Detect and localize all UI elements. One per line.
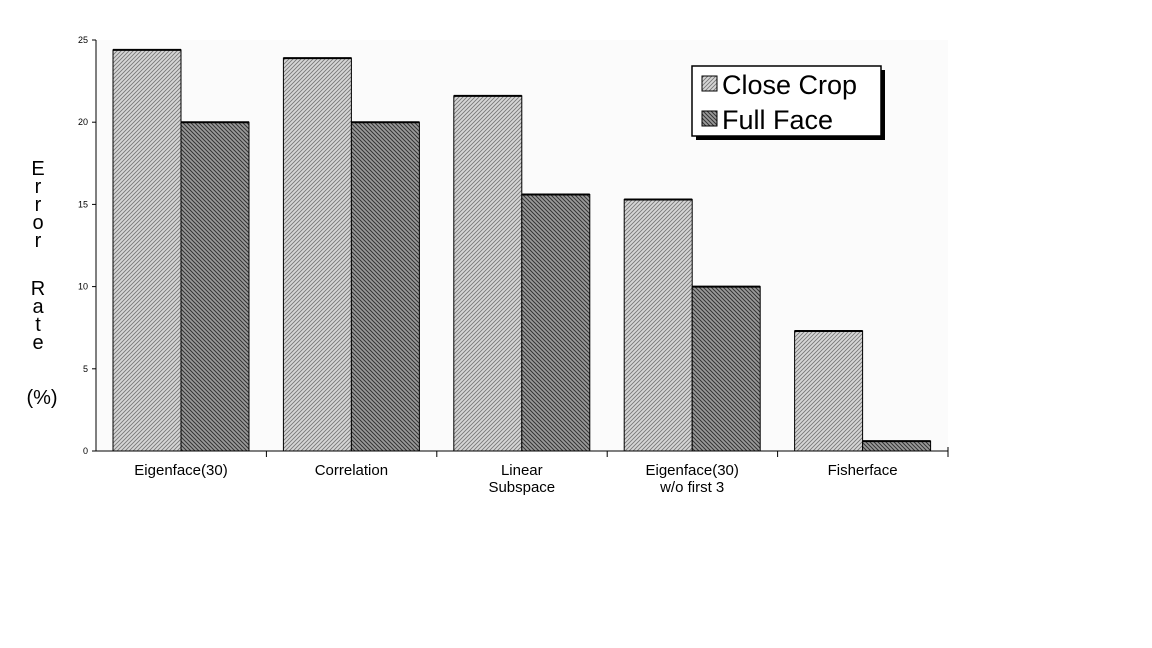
y-label-letter: a: [32, 296, 44, 318]
bar-close-crop-0: [112, 49, 182, 452]
y-label-letter: R: [31, 278, 45, 300]
y-label-unit: (%): [26, 387, 57, 409]
bar-full-face-4: [862, 440, 932, 452]
bar-close-crop-3: [623, 198, 693, 452]
y-label-letter: t: [35, 314, 41, 336]
y-label-letter: E: [31, 158, 44, 180]
y-tick-label: 0: [83, 446, 88, 456]
x-ticks-group: [265, 447, 949, 457]
x-category-label: w/o first 3: [659, 479, 724, 496]
y-label-letter: r: [35, 176, 42, 198]
bars-group: [112, 48, 932, 452]
bar-full-face-1: [350, 121, 420, 452]
legend-box: [691, 65, 882, 137]
y-tick-label: 20: [78, 117, 88, 127]
legend-swatch-full-face: [701, 110, 718, 127]
bar-full-face-0: [180, 121, 250, 452]
y-label-letter: e: [32, 332, 43, 354]
y-ticks-group: 0 5 10 15 20 25: [78, 35, 96, 456]
y-tick-label: 5: [83, 364, 88, 374]
y-label-letter: o: [32, 212, 43, 234]
x-category-label: Eigenface(30): [645, 462, 738, 479]
y-label-letter: r: [35, 194, 42, 216]
x-category-label: Subspace: [488, 479, 555, 496]
bar-close-crop-1: [282, 57, 352, 452]
bar-full-face-2: [521, 194, 591, 452]
x-category-label: Fisherface: [828, 462, 898, 479]
x-category-label: Correlation: [315, 462, 388, 479]
legend: Close Crop Full Face: [691, 65, 885, 140]
x-category-label: Eigenface(30): [134, 462, 227, 479]
bar-full-face-3: [691, 286, 761, 452]
y-label-letter: r: [35, 230, 42, 252]
y-tick-label: 15: [78, 199, 88, 209]
bar-close-crop-2: [453, 95, 523, 452]
bar-close-crop-4: [794, 330, 864, 452]
y-tick-label: 10: [78, 282, 88, 292]
legend-label-full-face: Full Face: [722, 105, 833, 135]
x-category-label: Linear: [501, 462, 543, 479]
legend-swatch-close-crop: [701, 75, 718, 92]
y-tick-label: 25: [78, 35, 88, 45]
legend-label-close-crop: Close Crop: [722, 70, 857, 100]
